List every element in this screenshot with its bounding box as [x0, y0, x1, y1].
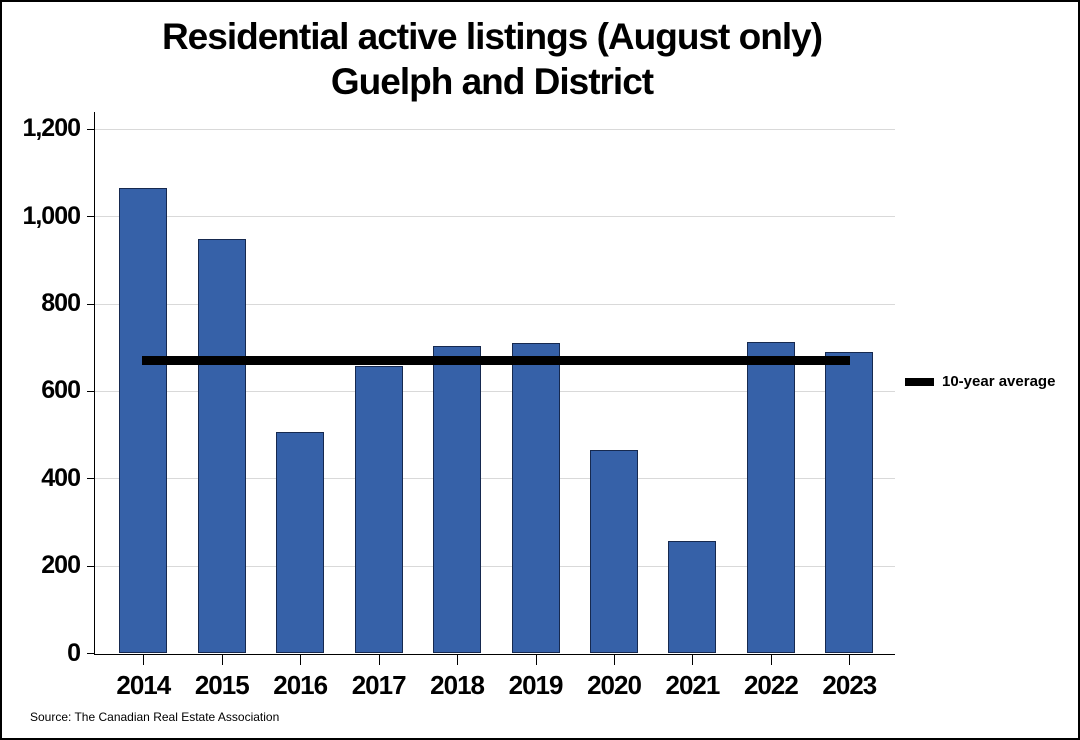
y-tick-1,000 — [87, 216, 95, 218]
bar-2020 — [590, 449, 638, 654]
x-tick-2017 — [378, 655, 380, 665]
x-tick-2022 — [770, 655, 772, 665]
x-tick-label-2022: 2022 — [743, 669, 799, 700]
x-axis-line — [93, 653, 895, 655]
gridline-600 — [95, 390, 895, 392]
gridline-200 — [95, 565, 895, 567]
y-tick-label-400: 400 — [41, 463, 81, 492]
y-tick-label-800: 800 — [41, 289, 81, 318]
average-line-legend-label: 10-year average — [942, 373, 1056, 390]
y-tick-label-1,000: 1,000 — [22, 201, 81, 230]
x-tick-label-2014: 2014 — [116, 669, 171, 700]
x-tick-label-2015: 2015 — [194, 669, 250, 700]
x-tick-label-2020: 2020 — [587, 669, 642, 700]
x-tick-2016 — [300, 655, 302, 665]
x-tick-label-2021: 2021 — [665, 669, 721, 700]
y-tick-label-1,200: 1,200 — [22, 114, 81, 143]
bar-2017 — [354, 366, 403, 654]
bar-2021 — [668, 541, 717, 654]
chart-title-line1: Residential active listings (August only… — [161, 16, 823, 57]
y-tick-0 — [87, 653, 95, 654]
bar-2015 — [197, 238, 246, 654]
gridline-800 — [95, 303, 895, 305]
source-note: Source: The Canadian Real Estate Associa… — [30, 710, 280, 724]
y-tick-label-0: 0 — [67, 638, 81, 667]
y-tick-200 — [87, 565, 95, 567]
average-line — [142, 355, 851, 365]
chart-title-line2: Guelph and District — [330, 61, 654, 103]
bar-2014 — [119, 188, 168, 654]
x-tick-label-2023: 2023 — [822, 669, 877, 700]
gridline-1,000 — [95, 216, 895, 218]
x-tick-label-2018: 2018 — [430, 669, 485, 700]
y-tick-600 — [87, 390, 95, 392]
x-tick-label-2017: 2017 — [351, 669, 407, 700]
x-tick-2019 — [535, 655, 537, 665]
average-line-legend-swatch — [905, 377, 934, 386]
y-tick-label-200: 200 — [41, 551, 81, 580]
x-tick-label-2016: 2016 — [273, 669, 328, 700]
x-tick-2018 — [457, 655, 459, 665]
bar-2019 — [511, 342, 560, 654]
y-tick-800 — [87, 303, 95, 305]
y-tick-1,200 — [87, 128, 95, 130]
x-tick-2014 — [143, 655, 145, 665]
y-tick-label-600: 600 — [41, 376, 81, 405]
y-tick-400 — [87, 478, 95, 480]
x-tick-2015 — [221, 655, 223, 665]
gridline-1,200 — [95, 128, 895, 130]
bar-2018 — [433, 346, 482, 654]
x-tick-label-2019: 2019 — [508, 669, 564, 700]
legend: 10-year average — [905, 373, 1055, 390]
bar-2023 — [825, 352, 874, 654]
x-tick-2020 — [614, 655, 615, 665]
bar-2016 — [276, 431, 325, 654]
x-tick-2023 — [849, 655, 851, 665]
bar-2022 — [746, 341, 795, 654]
gridline-400 — [95, 478, 895, 480]
x-tick-2021 — [692, 655, 694, 665]
y-axis-line — [93, 112, 95, 655]
chart-title: Residential active listings (August only… — [2, 14, 982, 104]
